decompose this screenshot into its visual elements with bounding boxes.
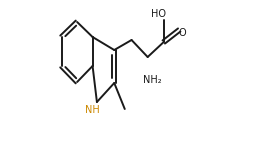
Text: O: O	[179, 28, 186, 38]
Text: HO: HO	[151, 9, 166, 19]
Text: NH₂: NH₂	[143, 75, 162, 85]
Text: NH: NH	[85, 105, 100, 115]
